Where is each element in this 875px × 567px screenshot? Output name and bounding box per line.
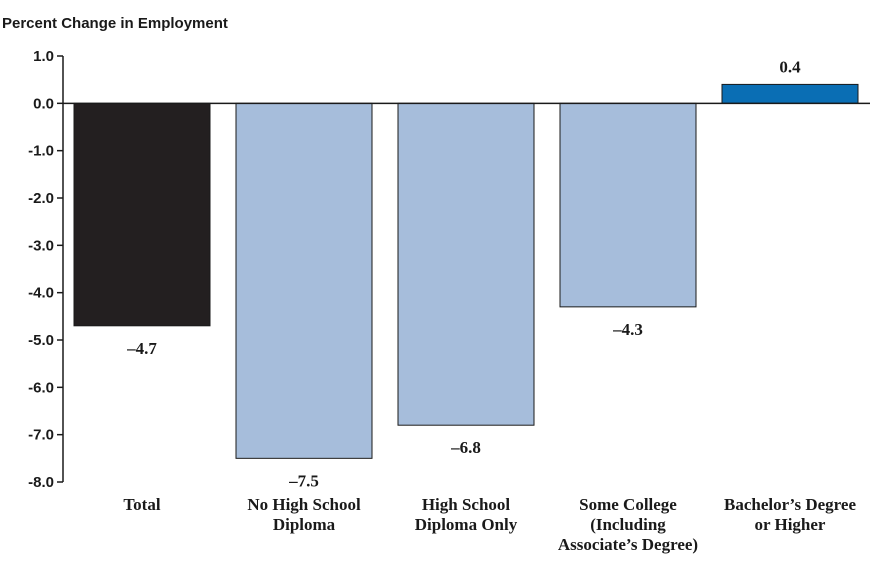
category-labels: Total No High School Diploma High School Dip… [123,495,856,554]
category-label: High School Diploma Only [415,495,518,534]
y-tick-label: -5.0 [28,332,54,349]
bar-3 [559,102,697,308]
y-tick-label: 0.0 [33,95,54,112]
y-tick-label: -1.0 [28,143,54,160]
category-label: No High School Diploma [247,495,361,534]
category-label: Bachelor’s Degree or Higher [724,495,856,534]
bar-4 [721,83,859,104]
y-tick-label: -6.0 [28,379,54,396]
value-label: –4.3 [612,320,643,339]
y-tick-label: -2.0 [28,190,54,207]
y-tick-label: 1.0 [33,48,54,65]
value-label: –6.8 [450,438,481,457]
category-label: Total [123,495,160,514]
value-label: 0.4 [779,57,801,76]
y-axis-title: Percent Change in Employment [2,15,228,32]
value-labels: –4.7 –7.5 –6.8 –4.3 0.4 [126,57,801,490]
bar-2 [397,102,535,426]
bar-1 [235,102,373,459]
y-tick-label: -7.0 [28,427,54,444]
y-tick-label: -4.0 [28,285,54,302]
y-axis-ticks: 1.0 0.0 -1.0 -2.0 -3.0 -4.0 -5.0 -6.0 -7.0 -8.0 [28,48,63,491]
bars [73,83,859,459]
y-tick-label: -3.0 [28,237,54,254]
y-tick-label: -8.0 [28,474,54,491]
bar-0 [73,102,211,327]
category-label: Some College (Including Associate’s Degree… [558,495,698,554]
value-label: –7.5 [288,471,319,490]
value-label: –4.7 [126,339,157,358]
